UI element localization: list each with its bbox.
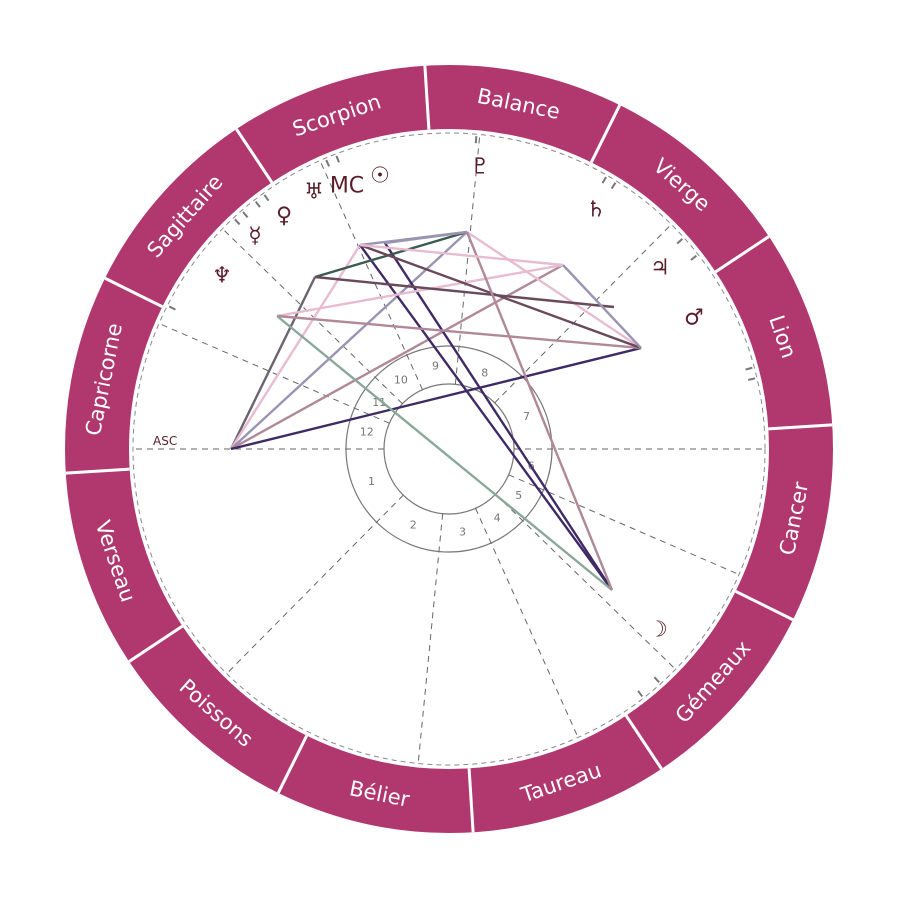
- planet-tick: [325, 159, 330, 167]
- aspect-line: [230, 263, 564, 451]
- house-number-11: 11: [372, 396, 386, 409]
- sign-divider: [65, 467, 130, 475]
- planet-tick: [168, 305, 176, 311]
- house-cusp: [222, 228, 403, 405]
- aspect-lines: [229, 230, 642, 591]
- aspect-line: [276, 315, 613, 591]
- sign-divider: [768, 423, 833, 431]
- aspect-line: [465, 231, 614, 591]
- mars-icon: ♂: [684, 306, 704, 331]
- house-cusp: [495, 493, 676, 670]
- sign-divider: [104, 276, 164, 309]
- pluto-icon: ♇: [470, 155, 490, 180]
- house-number-7: 7: [523, 410, 530, 423]
- planet-tick: [234, 218, 241, 226]
- planet-tick: [610, 182, 617, 190]
- zodiac-ring: Scorpion BalanceViergeLionCancerGémeauxTa…: [65, 65, 833, 833]
- uranus-icon: ♅: [304, 180, 324, 205]
- house-number-1: 1: [368, 475, 375, 488]
- neptune-icon: ♆: [212, 264, 232, 289]
- house-cusp: [319, 160, 423, 390]
- asc-label: ASC: [153, 434, 177, 448]
- house-number-3: 3: [459, 525, 466, 538]
- saturn-icon: ♄: [586, 198, 606, 223]
- sign-divider: [624, 714, 663, 770]
- house-cusp: [475, 508, 579, 738]
- sign-divider: [235, 128, 274, 184]
- aspect-line: [230, 346, 642, 451]
- planet-tick: [676, 238, 684, 245]
- house-number-9: 9: [432, 360, 439, 373]
- aspect-line: [562, 264, 642, 349]
- planet-tick: [747, 377, 756, 381]
- planet-tick: [637, 690, 644, 698]
- mercury-icon: ☿: [248, 224, 262, 249]
- house-cusp: [494, 224, 672, 404]
- planet-tick: [745, 366, 753, 371]
- house-cusp: [226, 494, 404, 674]
- aspect-line: [314, 230, 468, 279]
- house-number-2: 2: [410, 519, 417, 532]
- aspect-line: [359, 243, 642, 350]
- sign-divider: [128, 624, 184, 663]
- planet-tick: [653, 676, 660, 684]
- sign-divider: [714, 235, 770, 274]
- degree-circle: [132, 132, 766, 766]
- venus-icon: ♀: [276, 204, 292, 229]
- house-number-10: 10: [394, 374, 408, 387]
- aspect-line: [384, 230, 468, 245]
- ring-band: [65, 65, 833, 833]
- house-cusp: [417, 513, 444, 764]
- sign-divider: [467, 768, 475, 833]
- aspect-line: [359, 244, 613, 591]
- sign-divider: [423, 65, 431, 130]
- house-number-4: 4: [494, 511, 501, 524]
- house-number-8: 8: [481, 366, 488, 379]
- aspect-line: [229, 276, 317, 450]
- house-cusps: 123456789101112: [133, 134, 765, 764]
- moon-icon: ☽: [648, 618, 668, 643]
- jupiter-icon: ♃: [650, 256, 670, 281]
- aspect-line: [314, 275, 615, 309]
- house-number-12: 12: [360, 425, 374, 438]
- aspect-line: [359, 243, 564, 267]
- house-cusp: [508, 474, 740, 575]
- sun-icon: ☉: [370, 164, 390, 189]
- aspect-line: [276, 314, 642, 350]
- house-cusp: [158, 323, 390, 424]
- house-cusp: [454, 134, 481, 385]
- planet-tick: [601, 176, 607, 184]
- aspect-line: [383, 242, 614, 591]
- sign-divider: [734, 589, 794, 622]
- sign-divider: [276, 734, 309, 794]
- aspect-line: [230, 231, 468, 450]
- mc-icon: MC: [330, 174, 364, 199]
- planet-tick: [474, 136, 478, 144]
- aspect-line: [466, 231, 642, 349]
- planet-tick: [335, 155, 340, 163]
- planet-tick: [254, 200, 261, 208]
- sign-divider: [589, 104, 622, 164]
- house-number-5: 5: [515, 489, 522, 502]
- planet-glyphs: ♇ ♄ ♃ ♂ ☽ ☉MC♅ ☿ ♀ ♆: [212, 155, 704, 643]
- planet-tick: [263, 194, 270, 202]
- planet-tick: [242, 211, 249, 218]
- planet-tick: [690, 254, 698, 261]
- aspect-line: [276, 263, 564, 318]
